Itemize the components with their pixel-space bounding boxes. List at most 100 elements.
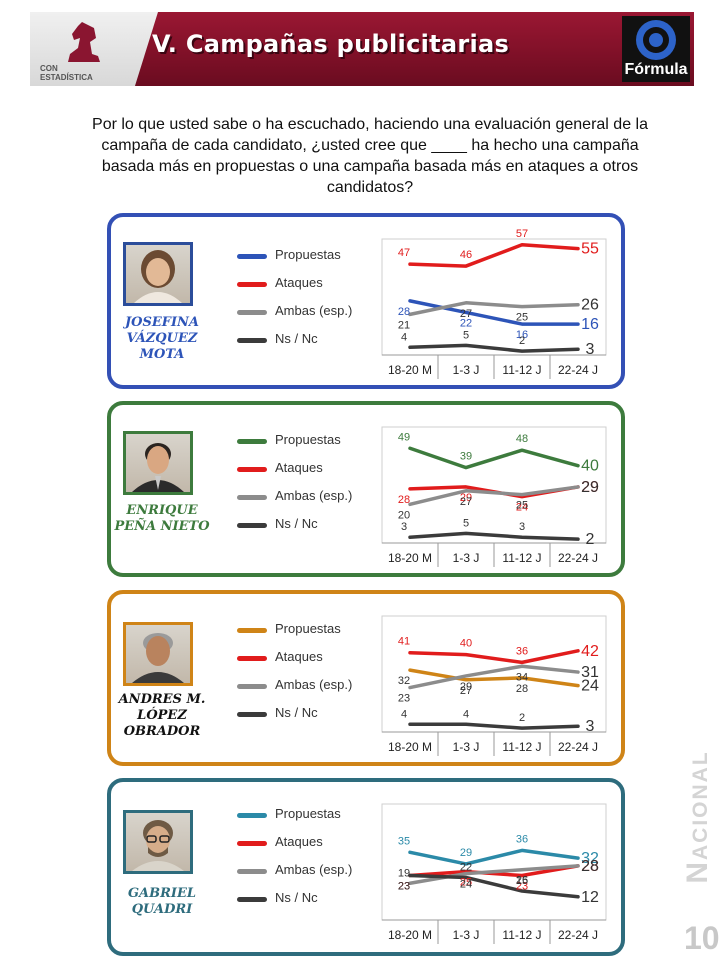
series-line-propuestas bbox=[408, 668, 580, 688]
data-label-ataques: 40 bbox=[460, 638, 472, 650]
data-label-ambas: 26 bbox=[516, 875, 528, 887]
data-label-ambas: 31 bbox=[581, 664, 599, 681]
candidate-name: JOSEFINA VÁZQUEZ MOTA bbox=[124, 315, 200, 362]
data-label-ambas: 28 bbox=[581, 858, 599, 875]
data-label-nsnc: 5 bbox=[463, 329, 469, 341]
x-tick-label: 22-24 J bbox=[558, 551, 598, 565]
candidate-photo bbox=[123, 622, 193, 686]
x-tick-label: 11-12 J bbox=[502, 928, 541, 942]
line-chart-svg: 18-20 M 1-3 J 11-12 J 22-24 J 49 39 48 40 28 29 24… bbox=[381, 426, 607, 567]
data-label-propuestas: 28 bbox=[398, 306, 410, 318]
trend-chart: 18-20 M 1-3 J 11-12 J 22-24 J 32 27 28 24 41 40 36… bbox=[374, 606, 614, 762]
x-tick-label: 1-3 J bbox=[453, 740, 480, 754]
trend-chart: 18-20 M 1-3 J 11-12 J 22-24 J 28 22 16 16 47 46 57… bbox=[374, 228, 614, 385]
x-tick-label: 18-20 M bbox=[388, 363, 432, 377]
data-label-ambas: 26 bbox=[581, 297, 599, 314]
person-icon bbox=[132, 820, 184, 871]
legend: Propuestas Ataques Ambas (esp.) Ns / Nc bbox=[237, 621, 367, 733]
data-label-ataques: 57 bbox=[516, 228, 528, 240]
data-label-nsnc: 3 bbox=[586, 718, 595, 735]
brand-bottom: ESTADÍSTICA bbox=[40, 73, 93, 82]
data-label-ambas: 24 bbox=[460, 879, 472, 891]
series-line-ataques bbox=[408, 864, 580, 878]
x-tick-label: 1-3 J bbox=[453, 363, 480, 377]
data-label-nsnc: 4 bbox=[401, 708, 407, 720]
data-label-ataques: 42 bbox=[581, 643, 599, 660]
data-label-propuestas: 36 bbox=[516, 833, 528, 845]
legend-item-propuestas: Propuestas bbox=[237, 621, 367, 649]
series-line-ambas bbox=[408, 301, 580, 317]
data-label-ambas: 23 bbox=[398, 693, 410, 705]
candidate-photo bbox=[123, 810, 193, 874]
data-label-propuestas: 32 bbox=[581, 850, 599, 867]
data-label-nsnc: 2 bbox=[519, 335, 525, 347]
person-icon bbox=[132, 443, 184, 492]
data-label-nsnc: 3 bbox=[519, 521, 525, 533]
legend-item-ataques: Ataques bbox=[237, 460, 367, 488]
legend-item-propuestas: Propuestas bbox=[237, 247, 367, 275]
data-label-ataques: 23 bbox=[398, 881, 410, 893]
data-label-propuestas: 16 bbox=[516, 329, 528, 341]
header-bar bbox=[130, 12, 694, 86]
data-label-nsnc: 2 bbox=[519, 712, 525, 724]
data-label-propuestas: 40 bbox=[581, 458, 599, 475]
plot-area bbox=[381, 615, 607, 733]
data-label-ambas: 27 bbox=[460, 496, 472, 508]
legend-item-ataques: Ataques bbox=[237, 275, 367, 303]
series-line-nsnc bbox=[408, 343, 580, 353]
data-label-propuestas: 24 bbox=[581, 678, 599, 695]
data-label-ataques: 24 bbox=[516, 502, 528, 514]
formula-text: Fórmula bbox=[624, 61, 688, 78]
panel-andres: ANDRES M. LÓPEZ OBRADOR Propuestas Ataqu… bbox=[107, 590, 625, 766]
legend-item-ataques: Ataques bbox=[237, 834, 367, 862]
legend: Propuestas Ataques Ambas (esp.) Ns / Nc bbox=[237, 432, 367, 544]
data-label-propuestas: 29 bbox=[460, 847, 472, 859]
brand-logo: CON ESTADÍSTICA bbox=[30, 12, 158, 86]
series-line-ambas bbox=[408, 664, 580, 690]
line-chart-svg: 18-20 M 1-3 J 11-12 J 22-24 J 35 29 36 32 23 25 23… bbox=[381, 803, 607, 944]
trend-chart: 18-20 M 1-3 J 11-12 J 22-24 J 49 39 48 40 28 29 24… bbox=[374, 417, 614, 573]
x-tick-label: 18-20 M bbox=[388, 551, 432, 565]
page-title: V. Campañas publicitarias bbox=[152, 30, 510, 58]
legend-item-ataques: Ataques bbox=[237, 649, 367, 677]
legend-item-propuestas: Propuestas bbox=[237, 432, 367, 460]
series-line-propuestas bbox=[408, 446, 580, 470]
data-label-ambas: 29 bbox=[581, 479, 599, 496]
knight-icon bbox=[68, 22, 100, 62]
data-label-ambas: 19 bbox=[398, 867, 410, 879]
series-line-ambas bbox=[408, 485, 580, 507]
plot-area bbox=[381, 803, 607, 921]
legend-item-propuestas: Propuestas bbox=[237, 806, 367, 834]
data-label-ambas: 21 bbox=[398, 319, 410, 331]
person-icon bbox=[132, 633, 184, 683]
page-number: 10 bbox=[684, 920, 720, 956]
data-label-ataques: 47 bbox=[398, 247, 410, 259]
series-line-nsnc bbox=[408, 873, 580, 899]
data-label-propuestas: 16 bbox=[581, 316, 599, 333]
data-label-ambas: 25 bbox=[516, 500, 528, 512]
panel-enrique: ENRIQUE PEÑA NIETO Propuestas Ataques Am… bbox=[107, 401, 625, 577]
brand-text: CON ESTADÍSTICA bbox=[40, 64, 93, 82]
data-label-propuestas: 32 bbox=[398, 675, 410, 687]
legend: Propuestas Ataques Ambas (esp.) Ns / Nc bbox=[237, 806, 367, 918]
legend-item-ambas: Ambas (esp.) bbox=[237, 303, 367, 331]
legend-item-ambas: Ambas (esp.) bbox=[237, 488, 367, 516]
data-label-nsnc: 22 bbox=[460, 861, 472, 873]
x-tick-label: 22-24 J bbox=[558, 740, 598, 754]
data-label-ataques: 36 bbox=[516, 645, 528, 657]
data-label-ataques: 29 bbox=[581, 479, 599, 496]
candidate-name: ANDRES M. LÓPEZ OBRADOR bbox=[118, 692, 206, 739]
legend-item-nsnc: Ns / Nc bbox=[237, 331, 367, 359]
data-label-ataques: 28 bbox=[398, 494, 410, 506]
formula-emblem-icon bbox=[636, 20, 676, 60]
series-line-ambas bbox=[408, 864, 580, 886]
series-line-propuestas bbox=[408, 848, 580, 866]
data-label-nsnc: 2 bbox=[586, 531, 595, 548]
x-tick-label: 1-3 J bbox=[453, 928, 480, 942]
candidate-name: GABRIEL QUADRI bbox=[127, 886, 197, 917]
data-label-propuestas: 48 bbox=[516, 433, 528, 445]
data-label-nsnc: 15 bbox=[516, 875, 528, 887]
x-tick-label: 11-12 J bbox=[502, 363, 541, 377]
header: CON ESTADÍSTICA V. Campañas publicitaria… bbox=[30, 12, 694, 86]
